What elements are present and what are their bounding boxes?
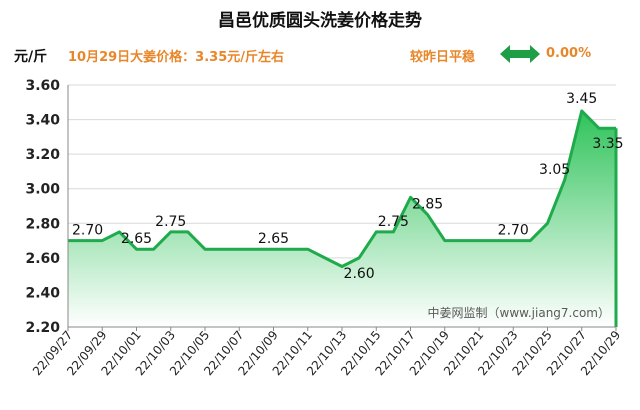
unit-label: 元/斤	[14, 49, 48, 65]
data-label: 2.65	[258, 231, 289, 247]
double-arrow-icon	[500, 45, 540, 63]
data-label: 2.85	[412, 197, 443, 213]
data-label: 3.45	[566, 91, 597, 107]
change-percent: 0.00%	[546, 46, 592, 61]
data-label: 2.70	[72, 223, 103, 239]
watermark-text: 中姜网监制（www.jiang7.com）	[428, 305, 610, 320]
current-price-text: 10月29日大姜价格：3.35元/斤左右	[68, 50, 285, 65]
y-tick-label: 3.00	[25, 182, 60, 198]
y-tick-label: 2.40	[25, 285, 60, 301]
series-line	[68, 109, 616, 268]
data-label: 2.75	[378, 214, 409, 230]
data-label: 2.60	[344, 266, 375, 282]
area-fill	[68, 110, 616, 327]
change-status-text: 较昨日平稳	[410, 50, 476, 65]
y-tick-label: 2.80	[25, 216, 60, 232]
y-tick-label: 3.20	[25, 147, 60, 163]
data-label: 2.70	[498, 223, 529, 239]
y-tick-label: 2.60	[25, 251, 60, 267]
y-tick-label: 3.40	[25, 113, 60, 129]
data-label: 2.75	[155, 214, 186, 230]
data-label: 3.05	[539, 162, 570, 178]
data-label: 3.35	[592, 136, 623, 152]
data-label: 2.65	[121, 231, 152, 247]
y-tick-label: 3.60	[25, 78, 60, 94]
y-tick-label: 2.20	[25, 320, 60, 336]
chart-title: 昌邑优质圆头洗姜价格走势	[218, 11, 422, 31]
